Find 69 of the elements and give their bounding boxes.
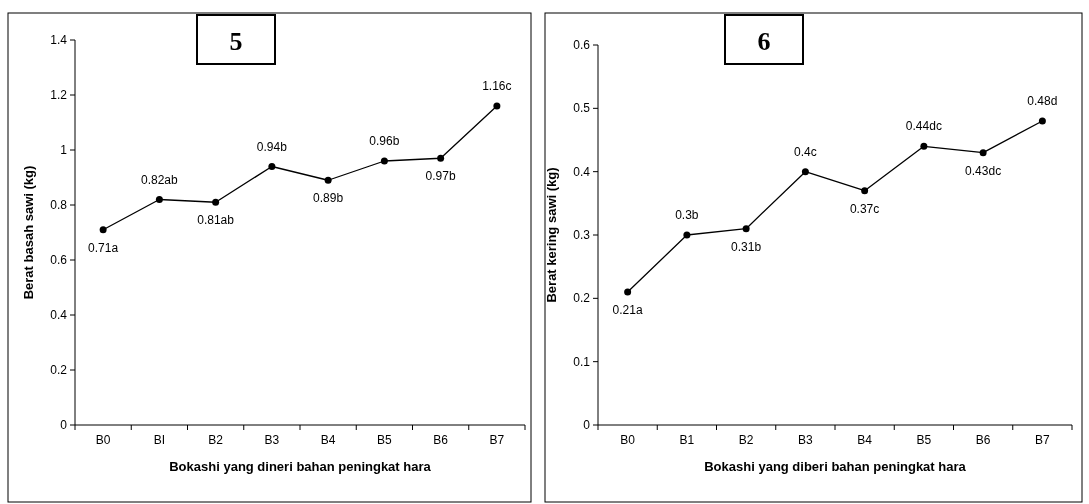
x-axis-title: Bokashi yang dineri bahan peningkat hara [169,459,432,474]
point [493,102,501,110]
x-tick-label: B0 [95,433,111,447]
data-label: 0.44dc [905,119,942,134]
y-tick-label: 0.4 [573,164,591,179]
y-tick-label: 0.2 [573,291,591,306]
data-label: 0.3b [675,208,699,222]
data-label: 0.94b [256,139,288,154]
point [155,196,163,203]
point [920,142,928,150]
y-tick-label: 0.6 [50,253,68,267]
x-tick-label: B5 [916,433,932,447]
data-label: 0.21a [612,303,643,317]
point [624,288,632,296]
x-tick-label: B7 [489,433,505,447]
y-tick-label: 1.2 [50,88,68,102]
x-tick-label: B3 [798,433,814,447]
point [801,168,809,176]
data-label: 0.89b [313,191,344,206]
point [99,226,107,234]
x-tick-label: B0 [620,433,636,447]
data-label: 0.97b [425,169,456,184]
x-axis-title: Bokashi yang diberi bahan peningkat hara [704,459,967,474]
y-tick-label: 0.4 [50,308,68,322]
y-tick-label: 0 [60,418,68,432]
x-tick-label: B1 [679,433,695,447]
point [324,176,332,184]
x-tick-label: B2 [738,433,754,447]
x-tick-label: B2 [208,433,224,447]
point [380,157,388,165]
y-tick-label: 0 [583,418,591,432]
point [683,231,691,239]
data-label: 0.81ab [197,213,235,228]
y-tick-label: 0.8 [50,198,68,212]
x-tick-label: B6 [975,433,991,447]
y-tick-label: 1.4 [50,33,68,47]
point [979,149,987,157]
y-tick-label: 0.3 [573,228,591,242]
point [268,163,276,170]
data-label: 0.4c [794,144,817,159]
data-label: 0.43dc [965,163,1002,178]
point [212,198,220,206]
data-label: 1.16c [482,79,512,93]
y-tick-label: 0.2 [50,363,68,377]
data-label: 0.82ab [141,172,179,187]
y-axis-title: Berat basah sawi (kg) [21,165,36,300]
x-tick-label: B3 [264,433,280,447]
point [437,154,445,162]
point [742,225,750,233]
x-tick-label: B7 [1035,433,1051,447]
y-axis-title: Berat kering sawi (kg) [544,167,559,303]
x-tick-label: B5 [377,433,393,447]
chart-title: 5 [229,27,243,56]
y-tick-label: 1 [60,143,68,157]
y-tick-label: 0.6 [573,38,591,52]
x-tick-label: B4 [857,433,873,447]
data-label: 0.48d [1027,94,1058,108]
x-tick-label: BI [153,433,166,447]
point [861,187,869,195]
data-label: 0.71a [88,240,119,255]
data-label: 0.96b [369,134,400,148]
y-tick-label: 0.1 [573,354,591,369]
x-tick-label: B6 [433,433,449,447]
data-label: 0.31b [731,239,762,254]
point [1038,117,1046,125]
x-tick-label: B4 [320,433,336,447]
data-label: 0.37c [849,201,880,216]
chart-title: 6 [757,27,771,56]
y-tick-label: 0.5 [573,101,591,116]
